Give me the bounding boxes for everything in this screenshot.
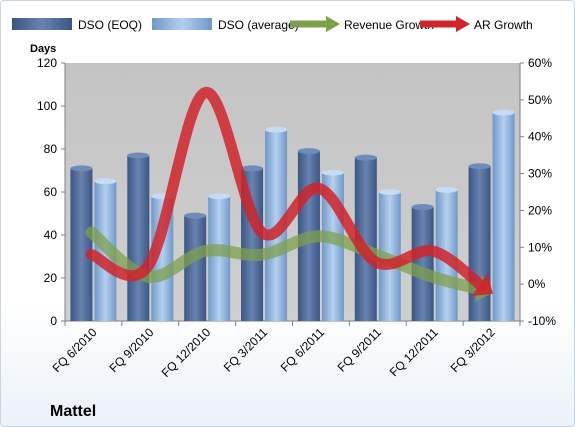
y2-tick-label: 10% [528,240,552,254]
y-axis-title: Days [30,43,56,55]
bar-top [468,163,491,170]
line-revenue-growth [85,226,487,296]
x-tick-label: FQ 9/2011 [335,325,385,375]
legend-arrow [456,16,470,32]
bar-dso-average [492,112,515,321]
x-tick-label: FQ 9/2010 [106,325,156,375]
company-label: Mattel [50,403,96,420]
bar-top [354,154,377,161]
legend-label: DSO (average) [218,18,299,32]
y2-tick-label: 20% [528,203,552,217]
bar-top [94,178,117,185]
bar-dso-average [208,196,231,321]
y-tick-label: 60 [44,185,58,199]
bar-dso-eoq [127,155,150,321]
y2-tick-label: 0% [528,277,546,291]
bar-top [435,186,458,193]
bar-top [492,109,515,116]
bar-top [208,193,231,200]
y-tick-label: 0 [50,314,57,328]
bar-top [321,169,344,176]
bar-top [127,152,150,159]
x-tick-label: FQ 6/2010 [50,325,100,375]
line-ar-growth [85,86,488,292]
legend-label: Revenue Growth [344,18,434,32]
bar-dso-eoq [411,207,434,321]
bar-top [241,165,264,172]
x-tick-label: FQ 12/2011 [387,325,441,379]
bar-top [297,148,320,155]
y2-tick-label: 50% [528,93,552,107]
y-tick-label: 120 [37,56,57,70]
y-tick-label: 40 [44,228,58,242]
legend-arrow [326,16,340,32]
y-tick-label: 80 [44,142,58,156]
x-tick-label: FQ 3/2012 [448,325,498,375]
legend-label: AR Growth [474,18,533,32]
y2-tick-label: -10% [528,314,556,328]
legend-swatch [12,18,72,30]
y2-tick-label: 30% [528,167,552,181]
y2-tick-label: 40% [528,130,552,144]
lines-layer [85,86,494,303]
arrowhead-ar-growth [471,273,493,296]
bar-dso-eoq [70,168,93,321]
y2-tick-label: 60% [528,56,552,70]
y-tick-label: 100 [37,99,57,113]
legend: DSO (EOQ) DSO (average) Revenue Growth AR G… [12,16,533,32]
x-tick-label: FQ 12/2010 [159,325,214,380]
x-tick-label: FQ 6/2011 [278,325,328,375]
bar-top [70,165,93,172]
legend-label: DSO (EOQ) [78,18,142,32]
bar-top [184,212,207,219]
bar-top [378,189,401,195]
x-tick-label: FQ 3/2011 [221,325,271,375]
y-tick-label: 20 [44,271,58,285]
bar-top [265,126,288,133]
legend-swatch [152,18,212,30]
bar-dso-eoq [184,215,207,321]
bar-top [411,204,434,211]
bar-dso-eoq [354,157,377,321]
